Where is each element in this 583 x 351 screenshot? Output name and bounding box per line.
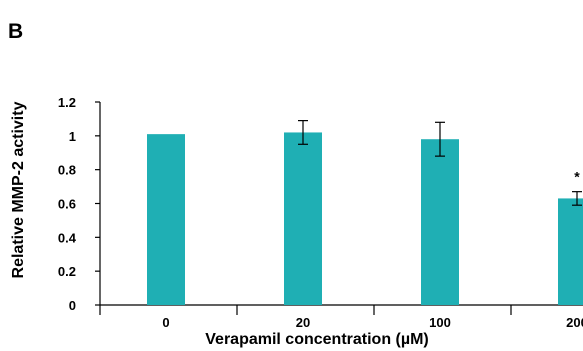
- bar-20: [284, 132, 322, 305]
- x-tick-label: 100: [429, 315, 451, 330]
- annotations: *: [574, 169, 580, 185]
- y-axis: 0 0.2 0.4 0.6 0.8 1 1.2: [58, 95, 101, 313]
- bars: [147, 132, 583, 305]
- panel-label: B: [8, 20, 23, 43]
- bar-100: [421, 139, 459, 305]
- y-tick-label: 1.2: [58, 95, 76, 110]
- bar-0: [147, 134, 185, 305]
- y-tick-label: 0.4: [58, 230, 77, 245]
- x-tick-label: 200: [566, 315, 583, 330]
- x-tick-label: 0: [162, 315, 169, 330]
- significance-marker: *: [574, 169, 580, 185]
- y-tick-label: 0.8: [58, 163, 76, 178]
- y-tick-label: 0: [69, 298, 76, 313]
- x-tick-label: 20: [296, 315, 310, 330]
- y-tick-label: 0.2: [58, 264, 76, 279]
- error-bars: [298, 120, 582, 206]
- y-tick-label: 0.6: [58, 197, 76, 212]
- y-axis-title: Relative MMP-2 activity: [10, 101, 27, 278]
- x-axis-title: Verapamil concentration (µM): [205, 331, 428, 348]
- y-tick-label: 1: [69, 129, 76, 144]
- x-axis: 0 20 100 200: [99, 304, 583, 330]
- bar-200: [558, 198, 583, 305]
